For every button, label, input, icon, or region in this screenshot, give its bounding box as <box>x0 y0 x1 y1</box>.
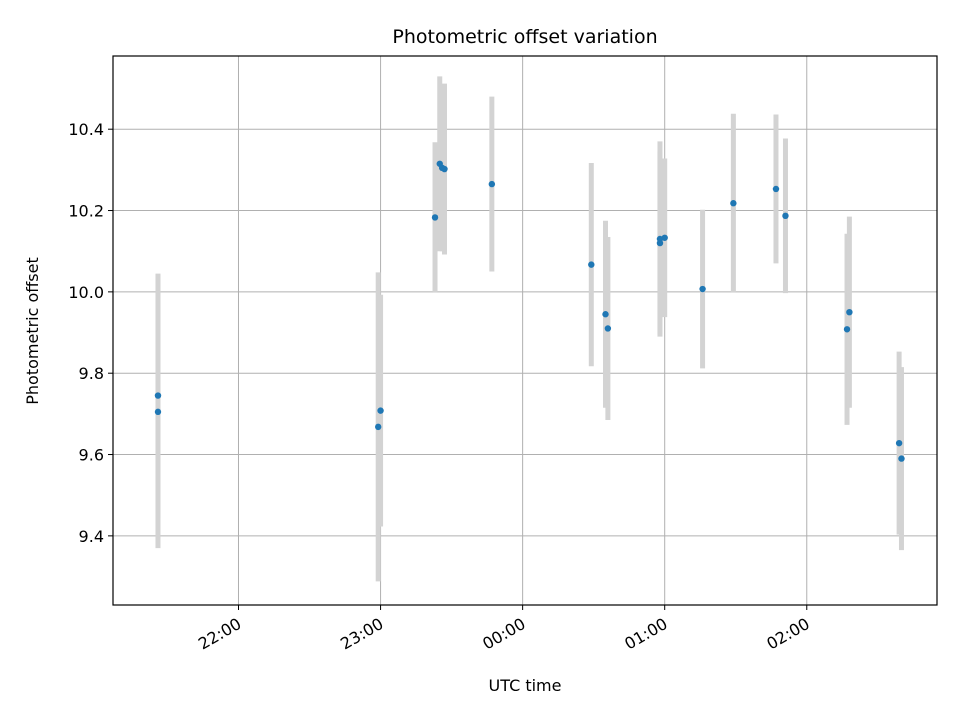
y-axis-label: Photometric offset <box>23 257 42 405</box>
data-point <box>772 185 780 193</box>
data-points <box>154 160 905 462</box>
data-point <box>588 261 595 268</box>
data-point <box>843 326 851 333</box>
data-point <box>377 407 384 414</box>
y-tick-label: 9.6 <box>79 446 104 465</box>
data-point <box>699 285 706 293</box>
y-tick-label: 9.4 <box>79 527 104 546</box>
y-tick-label: 10.2 <box>68 202 104 221</box>
data-point <box>661 234 668 241</box>
chart-title: Photometric offset variation <box>392 26 657 48</box>
data-point <box>431 214 439 221</box>
data-point <box>782 212 789 220</box>
data-point <box>898 455 905 462</box>
data-point <box>154 392 162 399</box>
data-point <box>374 423 382 431</box>
y-tick-label: 10.0 <box>68 283 104 302</box>
grid <box>113 56 937 605</box>
data-point <box>604 325 612 332</box>
plot-frame <box>112 55 938 606</box>
y-axis: 9.4 9.6 9.8 10.0 10.2 10.4 <box>68 120 113 546</box>
y-tick-label: 10.4 <box>68 120 104 139</box>
data-point <box>895 439 903 447</box>
x-axis-label: UTC time <box>489 676 562 695</box>
data-point <box>602 311 609 318</box>
data-point <box>154 408 162 416</box>
data-point <box>441 165 448 173</box>
data-point <box>488 180 496 188</box>
data-point <box>730 200 737 207</box>
y-tick-label: 9.8 <box>79 364 104 383</box>
data-point <box>846 309 853 316</box>
